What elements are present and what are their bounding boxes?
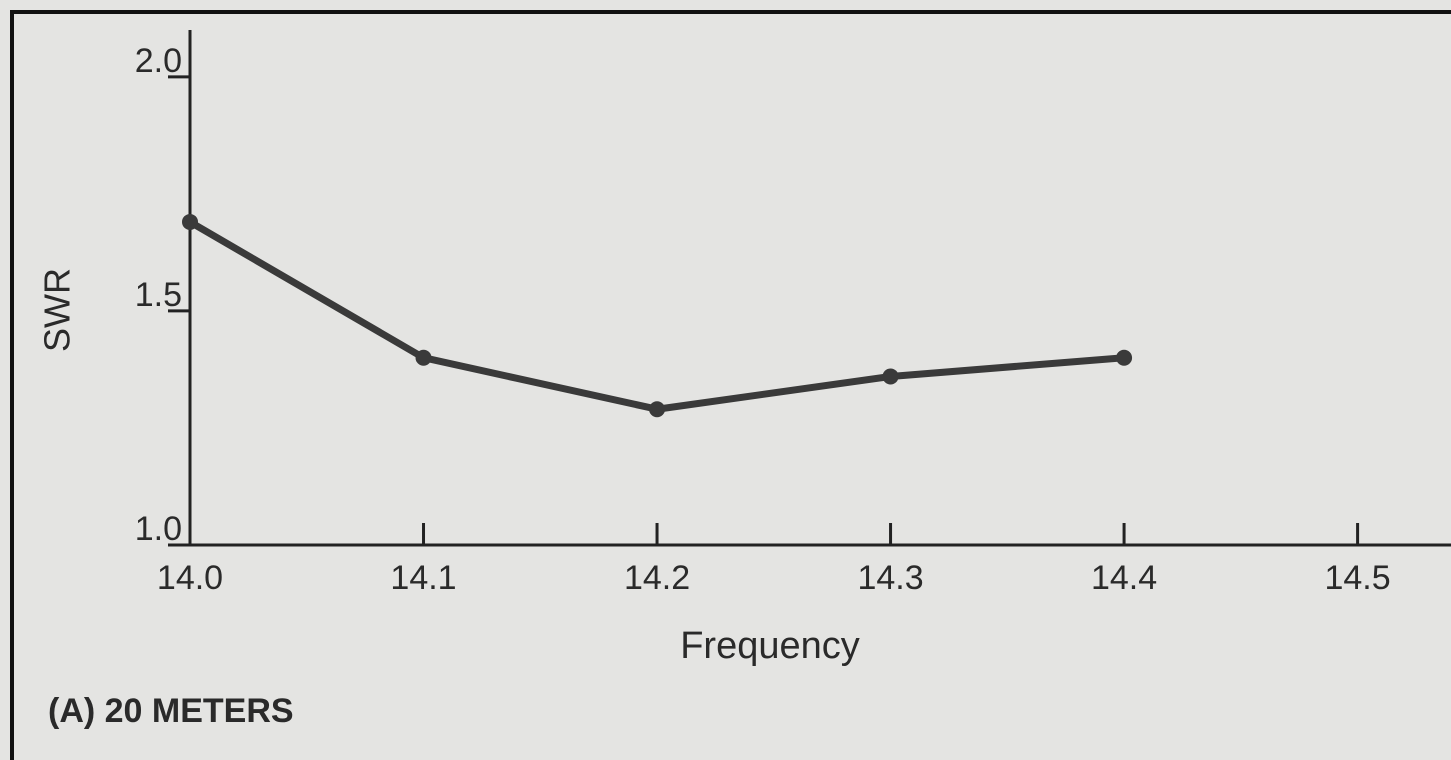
x-tick-label: 14.3 [857, 559, 923, 597]
frame [10, 10, 1451, 760]
point [1116, 349, 1133, 366]
x-axis-label: Frequency [680, 625, 860, 667]
point [415, 349, 432, 366]
x-tick-label: 14.4 [1091, 559, 1157, 597]
point [649, 401, 666, 418]
x-tick-label: 14.0 [157, 559, 223, 597]
y-tick-label: 1.0 [135, 510, 182, 548]
annotation: (A) 20 METERS [48, 692, 294, 730]
point [882, 368, 899, 385]
y-tick-label: 2.0 [135, 42, 182, 80]
x-tick-label: 14.2 [624, 559, 690, 597]
x-tick-label: 14.1 [390, 559, 456, 597]
x-tick-label: 14.5 [1324, 559, 1390, 597]
point [182, 213, 198, 230]
y-axis-label: SWR [37, 268, 78, 352]
y-tick-label: 1.5 [135, 276, 182, 314]
